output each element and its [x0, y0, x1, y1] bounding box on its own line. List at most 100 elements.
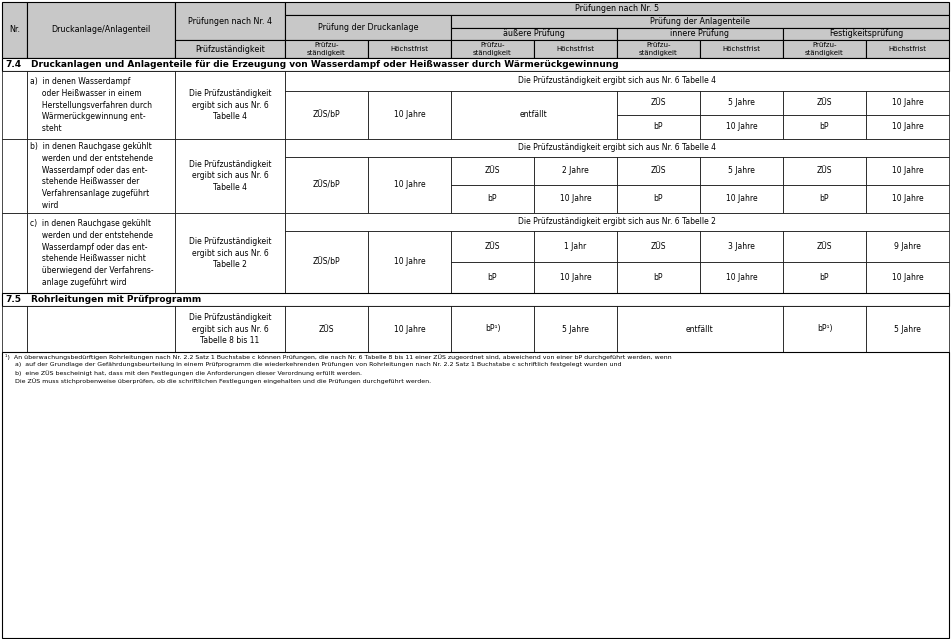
Bar: [451, 40, 534, 58]
Bar: [783, 185, 866, 213]
Text: Prüfzu-
ständigkeit: Prüfzu- ständigkeit: [805, 42, 844, 56]
Text: 10 Jahre: 10 Jahre: [394, 325, 425, 334]
Text: 10 Jahre: 10 Jahre: [726, 123, 757, 132]
Text: 10 Jahre: 10 Jahre: [726, 194, 757, 203]
Text: Die Prüfzuständigkeit ergibt sich aus Nr. 6 Tabelle 4: Die Prüfzuständigkeit ergibt sich aus Nr…: [518, 143, 716, 152]
Bar: [285, 15, 451, 40]
Text: Die Prüfzuständigkeit ergibt sich aus Nr. 6 Tabelle 2: Die Prüfzuständigkeit ergibt sich aus Nr…: [518, 217, 716, 226]
Bar: [866, 231, 949, 262]
Bar: [866, 157, 949, 185]
Text: bP: bP: [653, 123, 663, 132]
Bar: [2, 2, 27, 58]
Bar: [617, 40, 700, 58]
Bar: [285, 71, 949, 91]
Text: bP: bP: [820, 273, 829, 282]
Text: 3 Jahre: 3 Jahre: [728, 242, 755, 250]
Bar: [617, 262, 700, 293]
Bar: [175, 306, 285, 352]
Text: ZÜS/bP: ZÜS/bP: [313, 258, 340, 266]
Text: Prüfzuständigkeit: Prüfzuständigkeit: [195, 45, 265, 54]
Bar: [175, 139, 285, 213]
Bar: [534, 262, 617, 293]
Text: bP: bP: [488, 273, 497, 282]
Text: 2 Jahre: 2 Jahre: [562, 166, 589, 175]
Text: 10 Jahre: 10 Jahre: [892, 273, 923, 282]
Text: bP: bP: [488, 194, 497, 203]
Text: ZÜS: ZÜS: [650, 98, 667, 107]
Bar: [451, 91, 617, 139]
Text: bP: bP: [653, 273, 663, 282]
Text: bP¹): bP¹): [817, 325, 832, 334]
Text: ZÜS: ZÜS: [485, 242, 500, 250]
Bar: [175, 71, 285, 139]
Text: ¹)  An überwachungsbedürftigen Rohrleitungen nach Nr. 2.2 Satz 1 Buchstabe c kön: ¹) An überwachungsbedürftigen Rohrleitun…: [5, 354, 671, 384]
Text: Prüfzu-
ständigkeit: Prüfzu- ständigkeit: [639, 42, 678, 56]
Text: Höchstfrist: Höchstfrist: [391, 46, 429, 52]
Bar: [617, 28, 783, 40]
Text: a)  in denen Wasserdampf
     oder Heißwasser in einem
     Herstellungsverfahre: a) in denen Wasserdampf oder Heißwasser …: [30, 77, 152, 133]
Bar: [700, 262, 783, 293]
Text: Druckanlage/Anlagenteil: Druckanlage/Anlagenteil: [51, 26, 150, 35]
Bar: [175, 213, 285, 293]
Bar: [534, 306, 617, 352]
Text: Druckanlagen und Anlagenteile für die Erzeugung von Wasserdampf oder Heißwasser : Druckanlagen und Anlagenteile für die Er…: [31, 60, 618, 69]
Text: äußere Prüfung: äußere Prüfung: [503, 29, 565, 38]
Bar: [451, 185, 534, 213]
Text: 10 Jahre: 10 Jahre: [892, 166, 923, 175]
Text: bP: bP: [653, 194, 663, 203]
Text: Prüfung der Anlagenteile: Prüfung der Anlagenteile: [650, 17, 750, 26]
Text: Prüfungen nach Nr. 5: Prüfungen nach Nr. 5: [575, 4, 659, 13]
Bar: [700, 40, 783, 58]
Text: 10 Jahre: 10 Jahre: [394, 111, 425, 119]
Text: bP¹): bP¹): [485, 325, 500, 334]
Text: ZÜS: ZÜS: [817, 242, 832, 250]
Bar: [451, 231, 534, 262]
Text: Rohrleitungen mit Prüfprogramm: Rohrleitungen mit Prüfprogramm: [31, 295, 202, 304]
Bar: [451, 262, 534, 293]
Bar: [285, 139, 949, 157]
Bar: [285, 91, 368, 139]
Bar: [783, 157, 866, 185]
Bar: [783, 262, 866, 293]
Bar: [534, 40, 617, 58]
Text: Höchstfrist: Höchstfrist: [556, 46, 594, 52]
Text: Die Prüfzuständigkeit ergibt sich aus Nr. 6 Tabelle 4: Die Prüfzuständigkeit ergibt sich aus Nr…: [518, 76, 716, 86]
Text: 10 Jahre: 10 Jahre: [892, 123, 923, 132]
Bar: [368, 157, 451, 213]
Bar: [617, 306, 783, 352]
Bar: [700, 157, 783, 185]
Bar: [617, 231, 700, 262]
Text: 7.4: 7.4: [5, 60, 21, 69]
Text: 5 Jahre: 5 Jahre: [728, 166, 755, 175]
Text: bP: bP: [820, 194, 829, 203]
Text: 10 Jahre: 10 Jahre: [394, 180, 425, 189]
Bar: [700, 115, 783, 139]
Bar: [534, 185, 617, 213]
Bar: [2, 352, 949, 638]
Bar: [285, 157, 368, 213]
Bar: [27, 213, 175, 293]
Bar: [368, 231, 451, 293]
Text: Prüfung der Druckanlage: Prüfung der Druckanlage: [318, 23, 418, 32]
Bar: [783, 91, 866, 115]
Bar: [368, 40, 451, 58]
Bar: [27, 2, 175, 58]
Bar: [700, 91, 783, 115]
Bar: [2, 293, 949, 306]
Text: 10 Jahre: 10 Jahre: [560, 273, 592, 282]
Bar: [617, 185, 700, 213]
Bar: [783, 306, 866, 352]
Text: Prüfzu-
ständigkeit: Prüfzu- ständigkeit: [307, 42, 346, 56]
Text: 1 Jahr: 1 Jahr: [564, 242, 587, 250]
Bar: [2, 306, 27, 352]
Text: entfällt: entfällt: [686, 325, 714, 334]
Bar: [27, 139, 175, 213]
Bar: [866, 115, 949, 139]
Bar: [175, 2, 285, 40]
Bar: [175, 40, 285, 58]
Bar: [783, 28, 949, 40]
Bar: [27, 71, 175, 139]
Text: bP: bP: [820, 123, 829, 132]
Text: ZÜS: ZÜS: [485, 166, 500, 175]
Text: Höchstfrist: Höchstfrist: [723, 46, 761, 52]
